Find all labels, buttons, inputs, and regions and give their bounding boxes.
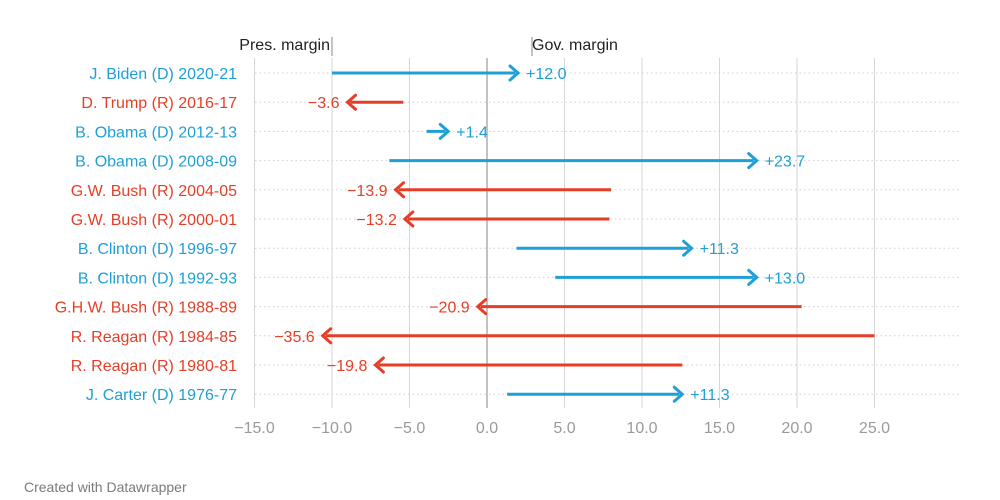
change-label: +13.0 <box>765 270 806 287</box>
pres-margin-annotation: Pres. margin <box>239 37 330 54</box>
change-label: −13.9 <box>347 183 388 200</box>
x-tick-label: 20.0 <box>781 420 812 437</box>
x-tick-label: 10.0 <box>626 420 657 437</box>
change-label: +23.7 <box>765 154 806 171</box>
x-tick-label: 5.0 <box>553 420 575 437</box>
arrow-head <box>373 356 385 374</box>
arrow-head <box>508 64 521 82</box>
gov-margin-annotation: Gov. margin <box>532 37 618 54</box>
row-label: B. Obama (D) 2012-13 <box>75 124 237 141</box>
row-label: R. Reagan (R) 1980-81 <box>71 358 237 375</box>
row-label: B. Clinton (D) 1996-97 <box>78 241 237 258</box>
row-label: B. Clinton (D) 1992-93 <box>78 270 237 287</box>
row-label: G.H.W. Bush (R) 1988-89 <box>55 300 237 317</box>
arrow-head <box>320 327 333 345</box>
arrow-head <box>747 268 759 286</box>
row-label: J. Carter (D) 1976-77 <box>86 387 237 404</box>
row-label: D. Trump (R) 2016-17 <box>81 95 237 112</box>
change-label: +1.4 <box>456 124 488 141</box>
x-tick-label: 0.0 <box>476 420 498 437</box>
arrow-head <box>682 239 694 257</box>
arrow-head <box>402 210 415 228</box>
change-label: +11.3 <box>700 241 739 258</box>
arrow-head <box>393 181 406 199</box>
arrow-chart: −15.0 −10.0 −5.0 0.0 5.0 10.0 15.0 20.0 25.0 Pres… <box>55 37 960 437</box>
change-label: −19.8 <box>327 358 368 375</box>
change-label: +12.0 <box>526 66 567 83</box>
row-label: J. Biden (D) 2020-21 <box>89 66 237 83</box>
arrow-head <box>438 122 451 140</box>
x-tick-label: 25.0 <box>859 420 890 437</box>
credit-footer: Created with Datawrapper <box>24 479 187 495</box>
row-label: B. Obama (D) 2008-09 <box>75 154 237 171</box>
change-label: −13.2 <box>356 212 397 229</box>
x-tick-label: −5.0 <box>394 420 426 437</box>
arrow-head <box>672 385 685 403</box>
arrow-head <box>747 152 759 170</box>
x-tick-label: −15.0 <box>234 420 275 437</box>
x-tick-label: 15.0 <box>704 420 735 437</box>
arrow-head <box>345 93 357 111</box>
x-tick-label: −10.0 <box>312 420 353 437</box>
row-label: R. Reagan (R) 1984-85 <box>71 329 237 346</box>
change-label: −3.6 <box>308 95 340 112</box>
row-label: G.W. Bush (R) 2004-05 <box>71 183 237 200</box>
row-label: G.W. Bush (R) 2000-01 <box>71 212 237 229</box>
change-label: +11.3 <box>690 387 729 404</box>
arrow-head <box>475 298 488 316</box>
change-label: −35.6 <box>274 329 315 346</box>
change-label: −20.9 <box>429 300 470 317</box>
